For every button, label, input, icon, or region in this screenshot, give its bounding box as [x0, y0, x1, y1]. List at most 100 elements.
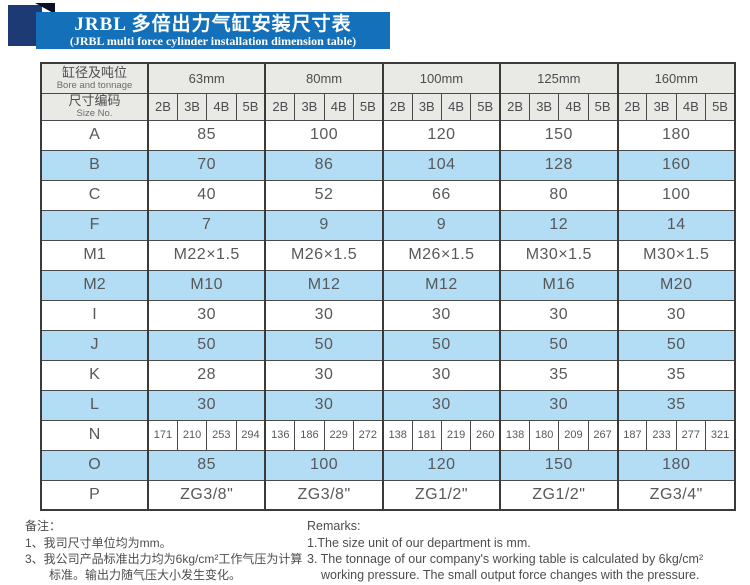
cell-K-160mm: 35 [616, 359, 736, 391]
col-subheader-80mm-3B: 3B [294, 92, 325, 121]
cell-I-80mm: 30 [264, 299, 384, 331]
cell-N-80mm-4B: 229 [323, 419, 354, 451]
cell-K-100mm: 30 [381, 359, 501, 391]
cell-N-160mm-4B: 277 [675, 419, 707, 451]
col-subheader-63mm-4B: 4B [206, 92, 237, 121]
cell-N-125mm-5B: 267 [587, 419, 619, 451]
cell-B-80mm: 86 [264, 149, 384, 181]
table-row-L: L 30 30 30 30 35 [40, 389, 736, 421]
cell-I-63mm: 30 [147, 299, 266, 331]
table-row-J: J 50 50 50 50 50 [40, 329, 736, 361]
table-row-M1: M1 M22×1.5 M26×1.5 M26×1.5 M30×1.5 M30×1.5 [40, 239, 736, 271]
notes-en-title: Remarks: [307, 519, 361, 533]
row-label-M1: M1 [40, 239, 149, 271]
col-subheader-125mm-5B: 5B [587, 92, 619, 121]
table-row-K: K 28 30 30 35 35 [40, 359, 736, 391]
cell-O-63mm: 85 [147, 449, 266, 481]
cell-N-125mm-4B: 209 [558, 419, 589, 451]
cell-N-80mm-3B: 186 [294, 419, 325, 451]
cell-M1-80mm: M26×1.5 [264, 239, 384, 271]
cell-F-80mm: 9 [264, 209, 384, 241]
corner-header-zh: 缸径及吨位 [61, 64, 127, 80]
cell-K-80mm: 30 [264, 359, 384, 391]
cell-B-125mm: 128 [499, 149, 619, 181]
dimension-table: 缸径及吨位 Bore and tonnage 63mm 80mm 100mm 125mm 1… [40, 62, 736, 511]
table-row-N: N 171 210 253 294 136 186 229 272 138 181 219 260 138… [40, 419, 736, 451]
cell-N-160mm-5B: 321 [705, 419, 736, 451]
cell-J-80mm: 50 [264, 329, 384, 361]
col-subheader-160mm-4B: 4B [675, 92, 707, 121]
cell-N-80mm-5B: 272 [352, 419, 384, 451]
table-row-M2: M2 M10 M12 M12 M16 M20 [40, 269, 736, 301]
col-subheader-100mm-5B: 5B [470, 92, 501, 121]
col-header-100mm: 100mm [381, 62, 501, 94]
col-subheader-125mm-2B: 2B [499, 92, 530, 121]
cell-A-125mm: 150 [499, 119, 619, 151]
table-row-P: P ZG3/8" ZG3/8" ZG1/2" ZG1/2" ZG3/4" [40, 479, 736, 511]
page-title-zh: JRBL 多倍出力气缸安装尺寸表 [74, 13, 352, 35]
cell-N-63mm-4B: 253 [206, 419, 237, 451]
note-item: 1、我司尺寸单位均为mm。 [25, 536, 172, 550]
cell-M2-63mm: M10 [147, 269, 266, 301]
cell-N-160mm-3B: 233 [646, 419, 677, 451]
col-subheader-80mm-2B: 2B [264, 92, 296, 121]
cell-P-160mm: ZG3/4" [616, 479, 736, 511]
cell-C-63mm: 40 [147, 179, 266, 211]
cell-I-160mm: 30 [616, 299, 736, 331]
row-label-B: B [40, 149, 149, 181]
row-label-A: A [40, 119, 149, 151]
footnotes: 备注： 1、我司尺寸单位均为mm。 3、我公司产品标准出力均为6kg/cm²工作气… [25, 518, 737, 583]
cell-O-80mm: 100 [264, 449, 384, 481]
cell-I-125mm: 30 [499, 299, 619, 331]
cell-F-160mm: 14 [616, 209, 736, 241]
table-row-I: I 30 30 30 30 30 [40, 299, 736, 331]
cell-P-63mm: ZG3/8" [147, 479, 266, 511]
notes-en: Remarks: 1.The size unit of our departme… [307, 518, 737, 583]
row-label-O: O [40, 449, 149, 481]
col-subheader-63mm-2B: 2B [147, 92, 178, 121]
col-subheader-160mm-5B: 5B [705, 92, 736, 121]
row-label-I: I [40, 299, 149, 331]
cell-N-63mm-5B: 294 [235, 419, 266, 451]
col-subheader-63mm-5B: 5B [235, 92, 266, 121]
table-row-A: A 85 100 120 150 180 [40, 119, 736, 151]
cell-M2-80mm: M12 [264, 269, 384, 301]
cell-N-160mm-2B: 187 [616, 419, 648, 451]
cell-A-80mm: 100 [264, 119, 384, 151]
corner-header-en: Bore and tonnage [56, 79, 133, 91]
col-subheader-125mm-3B: 3B [528, 92, 560, 121]
cell-L-100mm: 30 [381, 389, 501, 421]
cell-C-100mm: 66 [381, 179, 501, 211]
cell-M2-100mm: M12 [381, 269, 501, 301]
row-label-N: N [40, 419, 149, 451]
cell-F-100mm: 9 [381, 209, 501, 241]
col-subheader-80mm-4B: 4B [323, 92, 354, 121]
cell-J-100mm: 50 [381, 329, 501, 361]
cell-P-125mm: ZG1/2" [499, 479, 619, 511]
col-subheader-125mm-4B: 4B [558, 92, 589, 121]
cell-C-125mm: 80 [499, 179, 619, 211]
col-subheader-100mm-4B: 4B [440, 92, 472, 121]
note-item: 3. The tonnage of our company's working … [307, 552, 704, 582]
notes-zh-title: 备注： [25, 519, 62, 533]
cell-O-160mm: 180 [616, 449, 736, 481]
notes-zh: 备注： 1、我司尺寸单位均为mm。 3、我公司产品标准出力均为6kg/cm²工作气… [25, 518, 303, 583]
corner-header: 缸径及吨位 Bore and tonnage [40, 62, 149, 94]
cell-P-100mm: ZG1/2" [381, 479, 501, 511]
cell-M1-100mm: M26×1.5 [381, 239, 501, 271]
cell-I-100mm: 30 [381, 299, 501, 331]
col-subheader-100mm-3B: 3B [411, 92, 442, 121]
cell-M2-125mm: M16 [499, 269, 619, 301]
row-label-M2: M2 [40, 269, 149, 301]
cell-F-125mm: 12 [499, 209, 619, 241]
cell-B-160mm: 160 [616, 149, 736, 181]
cell-M1-160mm: M30×1.5 [616, 239, 736, 271]
row-label-P: P [40, 479, 149, 511]
table-row-B: B 70 86 104 128 160 [40, 149, 736, 181]
cell-A-100mm: 120 [381, 119, 501, 151]
col-subheader-63mm-3B: 3B [176, 92, 208, 121]
col-header-80mm: 80mm [264, 62, 384, 94]
cell-A-63mm: 85 [147, 119, 266, 151]
cell-J-63mm: 50 [147, 329, 266, 361]
cell-O-125mm: 150 [499, 449, 619, 481]
